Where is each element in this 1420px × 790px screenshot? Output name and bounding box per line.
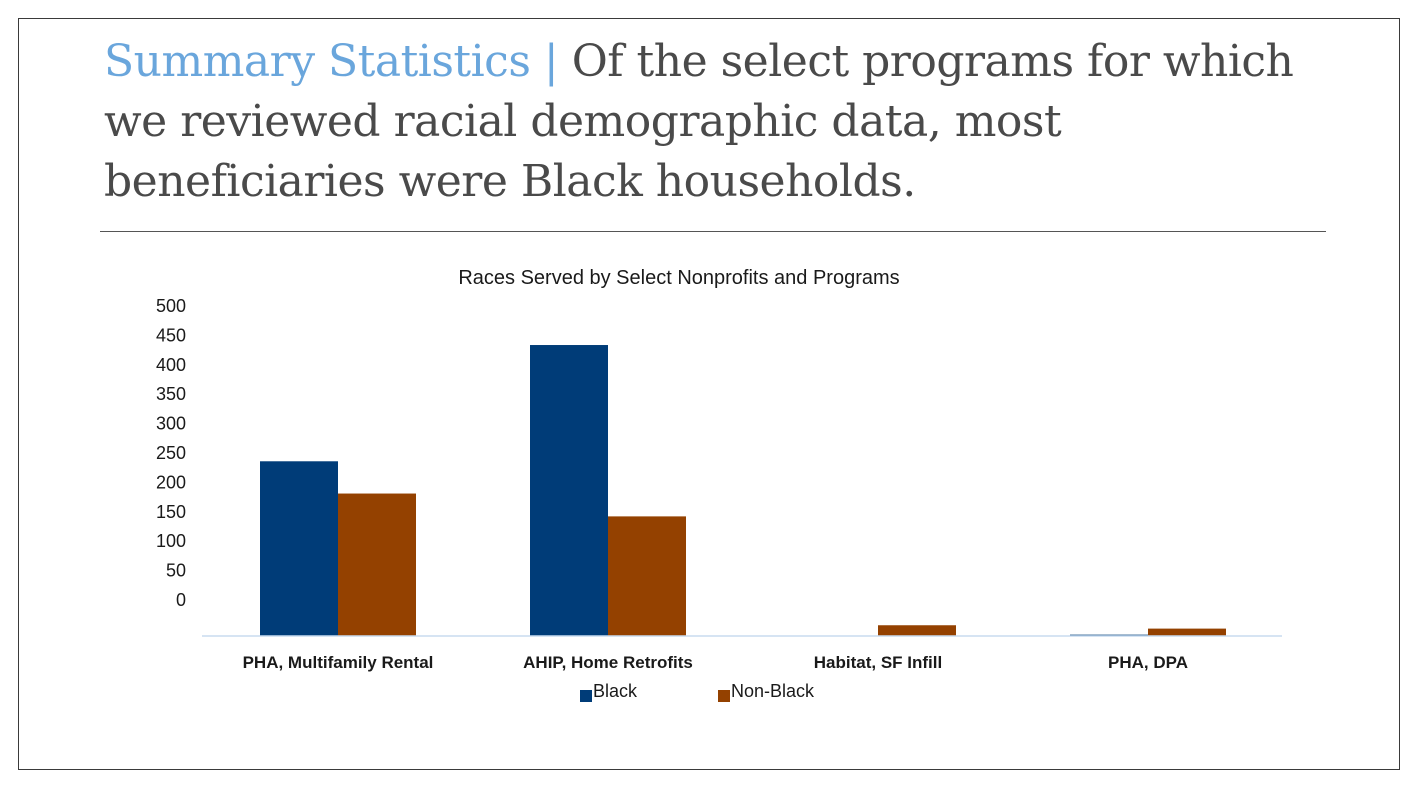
title-rest: Of the select programs for which we revi… (104, 36, 1294, 207)
y-tick-label: 50 (166, 561, 186, 581)
title-divider (100, 231, 1326, 232)
legend-label-black: Black (593, 681, 638, 701)
slide-frame (18, 18, 1400, 770)
x-tick-label: PHA, DPA (1108, 653, 1188, 672)
legend-label-non-black: Non-Black (731, 681, 815, 701)
title-accent: Summary Statistics | (104, 36, 559, 87)
y-tick-label: 150 (156, 502, 186, 522)
x-tick-label: PHA, Multifamily Rental (243, 653, 434, 672)
bar-non-black (1148, 628, 1226, 636)
x-tick-label: AHIP, Home Retrofits (523, 653, 693, 672)
bar-black (530, 345, 608, 636)
bar-black (260, 461, 338, 636)
legend-swatch-non-black (718, 690, 730, 702)
bar-non-black (878, 625, 956, 636)
y-tick-label: 450 (156, 325, 186, 345)
y-tick-label: 250 (156, 443, 186, 463)
chart-title: Races Served by Select Nonprofits and Pr… (458, 267, 899, 289)
x-tick-label: Habitat, SF Infill (814, 653, 942, 672)
bar-non-black (338, 493, 416, 636)
y-tick-label: 350 (156, 384, 186, 404)
y-tick-label: 200 (156, 472, 186, 492)
y-tick-label: 0 (176, 590, 186, 610)
slide-title: Summary Statistics | Of the select progr… (104, 32, 1334, 212)
y-tick-label: 100 (156, 531, 186, 551)
y-tick-label: 400 (156, 355, 186, 375)
y-tick-label: 300 (156, 414, 186, 434)
y-tick-label: 500 (156, 296, 186, 316)
legend-swatch-black (580, 690, 592, 702)
bar-non-black (608, 516, 686, 636)
